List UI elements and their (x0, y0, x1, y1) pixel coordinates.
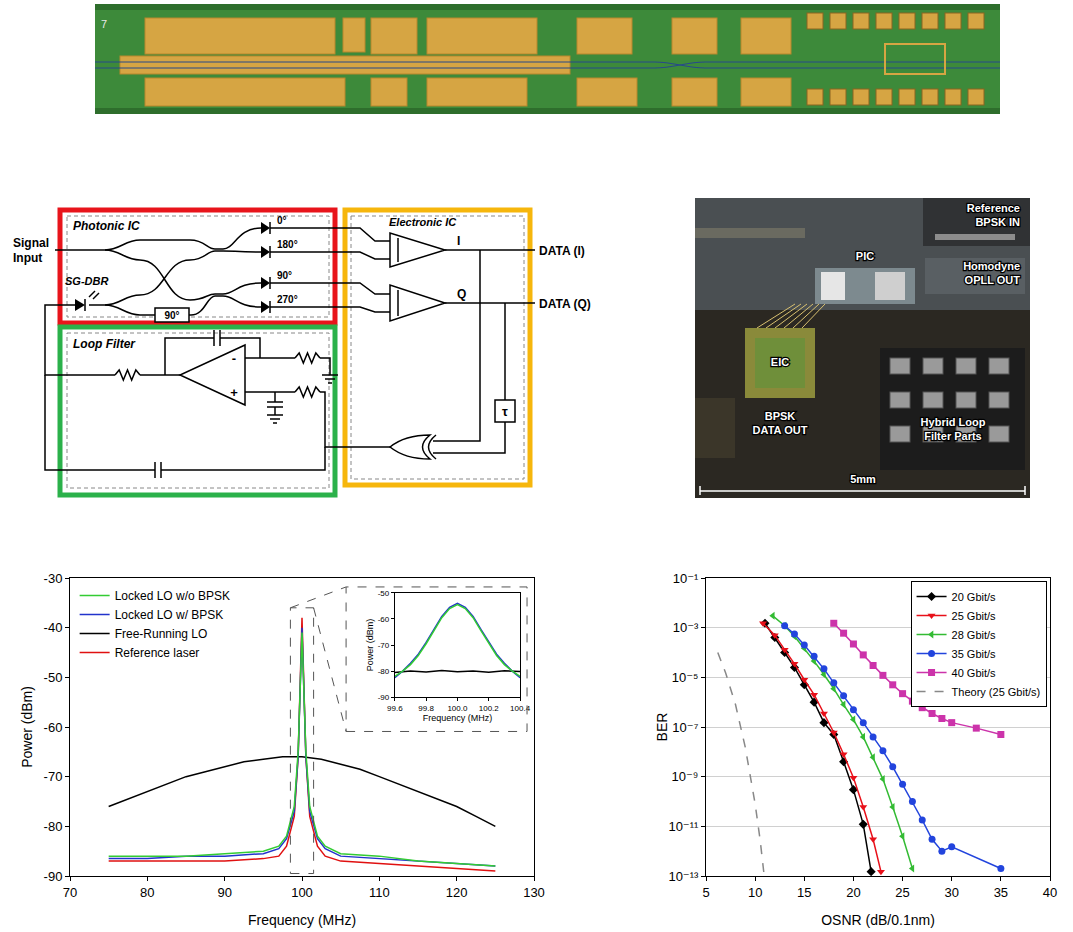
svg-text:120: 120 (446, 885, 468, 900)
svg-text:EIC: EIC (771, 356, 789, 368)
svg-text:25 Gbit/s: 25 Gbit/s (952, 610, 997, 622)
svg-text:Free-Running LO: Free-Running LO (115, 627, 208, 641)
svg-text:BER: BER (654, 713, 670, 742)
svg-text:-70: -70 (44, 769, 63, 784)
svg-text:Frequency (MHz): Frequency (MHz) (423, 713, 493, 723)
svg-text:10⁻⁵: 10⁻⁵ (672, 670, 699, 685)
svg-text:100.4: 100.4 (510, 704, 531, 713)
svg-text:35: 35 (994, 885, 1008, 900)
svg-text:Signal: Signal (13, 236, 49, 250)
svg-text:Input: Input (13, 251, 42, 265)
svg-text:10⁻⁷: 10⁻⁷ (672, 720, 698, 735)
svg-text:-50: -50 (44, 670, 63, 685)
svg-text:Homodyne: Homodyne (963, 260, 1020, 272)
svg-text:-60: -60 (44, 720, 63, 735)
svg-text:180°: 180° (277, 239, 298, 250)
svg-text:DATA (I): DATA (I) (539, 244, 585, 258)
svg-text:100.2: 100.2 (479, 704, 500, 713)
svg-text:10⁻¹³: 10⁻¹³ (668, 869, 699, 884)
svg-text:15: 15 (797, 885, 811, 900)
svg-text:110: 110 (369, 885, 390, 900)
svg-text:Photonic IC: Photonic IC (73, 219, 140, 233)
svg-text:5: 5 (702, 885, 709, 900)
svg-text:10⁻⁹: 10⁻⁹ (672, 769, 699, 784)
svg-text:I: I (457, 234, 460, 248)
svg-text:+: + (230, 385, 238, 400)
svg-text:25: 25 (895, 885, 909, 900)
svg-text:5mm: 5mm (850, 473, 876, 485)
svg-text:80: 80 (140, 885, 154, 900)
svg-text:-70: -70 (378, 641, 390, 650)
svg-text:Theory (25 Gbit/s): Theory (25 Gbit/s) (952, 686, 1041, 698)
svg-text:99.6: 99.6 (387, 704, 403, 713)
svg-text:99.8: 99.8 (418, 704, 434, 713)
svg-text:30: 30 (944, 885, 958, 900)
svg-text:-60: -60 (378, 615, 390, 624)
svg-text:PIC: PIC (856, 250, 874, 262)
svg-text:Power (dBm): Power (dBm) (365, 619, 375, 672)
svg-text:Frequency (MHz): Frequency (MHz) (248, 912, 356, 928)
svg-text:DATA (Q): DATA (Q) (539, 297, 591, 311)
svg-text:Hybrid Loop: Hybrid Loop (921, 416, 986, 428)
svg-text:-90: -90 (44, 869, 63, 884)
svg-text:SG-DBR: SG-DBR (65, 275, 108, 287)
svg-text:Reference laser: Reference laser (115, 646, 200, 660)
svg-text:-90: -90 (378, 693, 390, 702)
svg-text:28 Gbit/s: 28 Gbit/s (952, 629, 997, 641)
svg-text:90°: 90° (164, 310, 179, 321)
svg-text:10⁻¹¹: 10⁻¹¹ (668, 819, 699, 834)
svg-text:Locked LO w/ BPSK: Locked LO w/ BPSK (115, 608, 224, 622)
svg-text:Reference: Reference (967, 202, 1020, 214)
svg-text:Q: Q (457, 287, 466, 301)
svg-text:-80: -80 (378, 667, 390, 676)
svg-text:-80: -80 (44, 819, 63, 834)
svg-text:-40: -40 (44, 620, 63, 635)
svg-text:OPLL OUT: OPLL OUT (965, 274, 1021, 286)
svg-text:OSNR (dB/0.1nm): OSNR (dB/0.1nm) (821, 912, 935, 928)
svg-text:Electronic IC: Electronic IC (389, 216, 457, 228)
svg-text:DATA OUT: DATA OUT (753, 424, 808, 436)
svg-text:90: 90 (217, 885, 231, 900)
svg-text:Locked LO w/o BPSK: Locked LO w/o BPSK (115, 589, 230, 603)
svg-text:40 Gbit/s: 40 Gbit/s (952, 667, 997, 679)
svg-text:20 Gbit/s: 20 Gbit/s (952, 591, 997, 603)
svg-text:40: 40 (1043, 885, 1057, 900)
svg-text:270°: 270° (277, 294, 298, 305)
svg-text:10: 10 (748, 885, 762, 900)
svg-text:Loop Filter: Loop Filter (73, 337, 136, 351)
svg-text:70: 70 (63, 885, 77, 900)
svg-text:τ: τ (502, 404, 508, 419)
svg-text:100: 100 (291, 885, 313, 900)
svg-text:10⁻³: 10⁻³ (673, 620, 699, 635)
svg-text:130: 130 (523, 885, 545, 900)
svg-text:-30: -30 (44, 571, 63, 586)
svg-text:10⁻¹: 10⁻¹ (673, 571, 699, 586)
svg-text:-50: -50 (378, 589, 390, 598)
svg-text:100.0: 100.0 (447, 704, 468, 713)
svg-text:20: 20 (846, 885, 860, 900)
svg-text:0°: 0° (277, 215, 287, 226)
svg-text:90°: 90° (277, 270, 292, 281)
svg-text:Power (dBm): Power (dBm) (19, 686, 35, 768)
svg-text:BPSK IN: BPSK IN (975, 216, 1020, 228)
svg-text:-: - (232, 351, 236, 366)
svg-text:35 Gbit/s: 35 Gbit/s (952, 648, 997, 660)
svg-text:BPSK: BPSK (765, 410, 796, 422)
svg-text:7: 7 (101, 18, 107, 30)
svg-text:Filter Parts: Filter Parts (924, 430, 981, 442)
